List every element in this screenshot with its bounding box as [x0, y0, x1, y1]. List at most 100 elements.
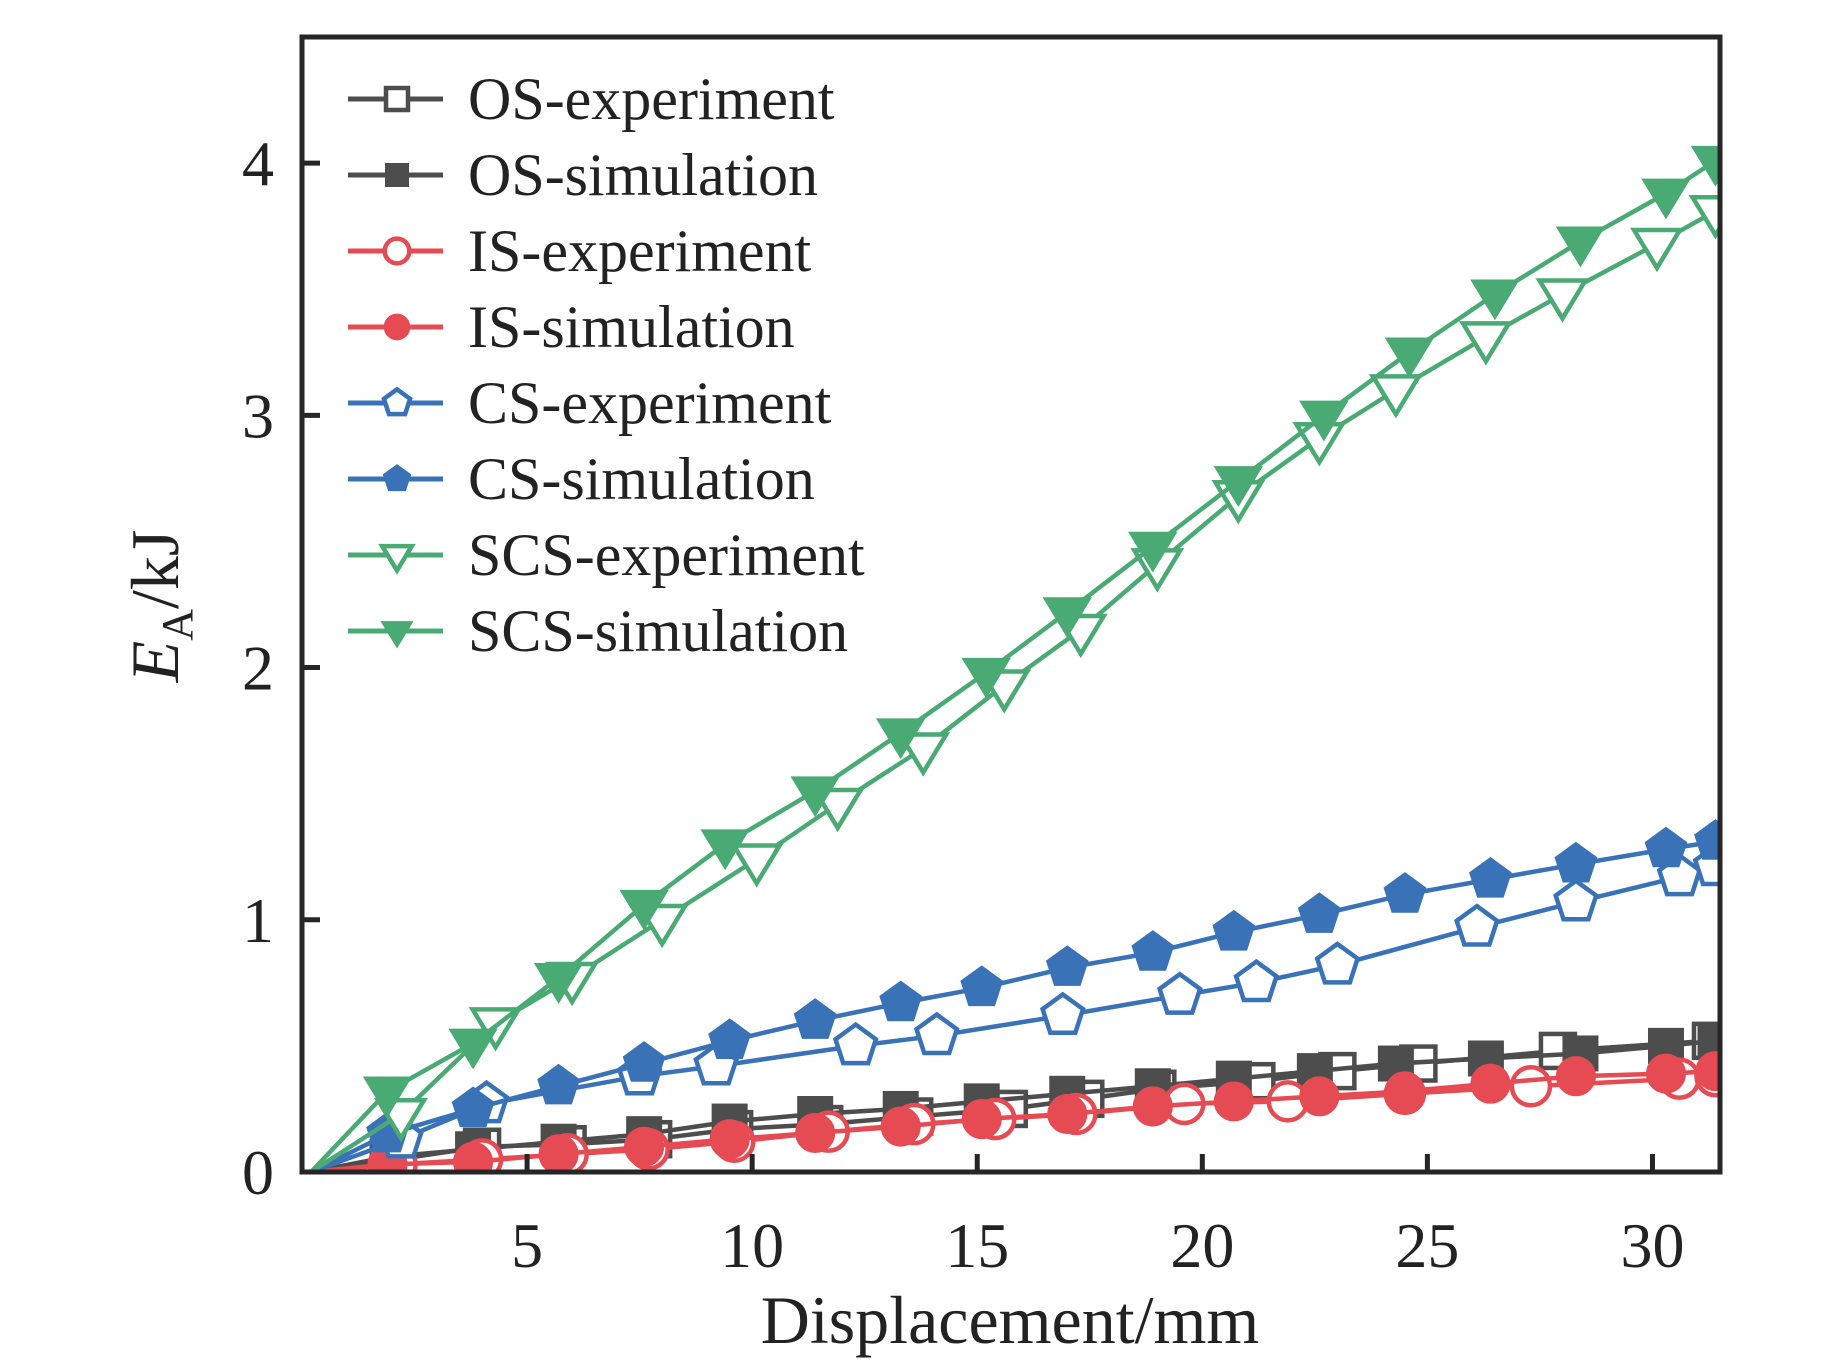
legend-label: OS-simulation [468, 142, 818, 208]
data-point-cs-simulation [1554, 841, 1598, 883]
legend-item-cs-simulation: CS-simulation [348, 446, 815, 512]
legend-marker-triangle-down-icon [380, 621, 414, 649]
data-point-cs-simulation [1045, 945, 1089, 986]
y-axis-label-unit: /kJ [117, 530, 193, 609]
data-point-scs-experiment [1688, 195, 1720, 240]
data-point-scs-simulation [1384, 337, 1435, 379]
data-point-cs-experiment [1039, 991, 1086, 1036]
data-point-scs-simulation [533, 963, 584, 1004]
y-tick-label: 1 [242, 885, 274, 956]
x-axis-label: Displacement/mm [761, 1282, 1260, 1358]
data-point-is-simulation [1470, 1063, 1511, 1104]
y-axis: 0 1 2 3 4 [242, 128, 320, 1208]
data-point-scs-experiment [1630, 227, 1684, 273]
data-point-is-simulation [1299, 1076, 1340, 1117]
data-point-cs-simulation [1212, 909, 1256, 951]
legend-item-scs-simulation: SCS-simulation [348, 598, 848, 664]
data-point-cs-simulation [537, 1063, 580, 1105]
legend-marker-circle-icon [382, 236, 412, 266]
data-point-is-simulation [1555, 1056, 1596, 1097]
series-cs-experiment [308, 842, 1720, 1172]
data-point-scs-experiment [810, 787, 865, 833]
data-point-scs-simulation [1042, 597, 1092, 639]
data-point-cs-simulation [1694, 819, 1720, 860]
y-tick-label: 0 [242, 1137, 274, 1208]
legend: OS-experiment OS-simulation IS-experiment I… [348, 66, 865, 664]
data-point-is-simulation [538, 1134, 579, 1172]
data-point-is-simulation [880, 1106, 921, 1147]
data-point-is-experiment [1509, 1064, 1553, 1108]
legend-marker-circle-icon [383, 313, 411, 341]
series-is-simulation [308, 1051, 1720, 1172]
data-point-scs-simulation [875, 718, 926, 760]
x-tick-label: 5 [511, 1210, 543, 1281]
series-scs-simulation [308, 145, 1720, 1172]
data-point-cs-simulation [1469, 856, 1512, 898]
data-point-cs-experiment [832, 1021, 879, 1066]
x-tick-label: 25 [1395, 1210, 1459, 1281]
y-tick-label: 3 [242, 380, 274, 451]
data-point-is-simulation [709, 1119, 750, 1160]
legend-label: CS-simulation [468, 446, 815, 512]
legend-item-is-simulation: IS-simulation [348, 294, 795, 360]
data-point-cs-simulation [451, 1086, 495, 1128]
data-point-scs-simulation [1213, 466, 1264, 507]
data-point-cs-simulation [1131, 930, 1175, 971]
legend-marker-triangle-down-icon [378, 543, 416, 575]
series-layer [308, 145, 1720, 1172]
legend-label: OS-experiment [468, 66, 835, 132]
legend-item-os-experiment: OS-experiment [348, 66, 835, 132]
legend-marker-square-icon [383, 85, 411, 113]
data-point-cs-simulation [1644, 826, 1688, 868]
x-tick-label: 10 [720, 1210, 784, 1281]
data-point-scs-simulation [1690, 145, 1720, 187]
legend-item-cs-experiment: CS-experiment [348, 370, 832, 436]
data-point-is-simulation [1213, 1081, 1254, 1122]
data-point-scs-simulation [448, 1028, 498, 1070]
legend-label: SCS-experiment [468, 522, 865, 588]
data-point-scs-experiment [729, 843, 784, 888]
data-point-is-simulation [1645, 1053, 1687, 1094]
data-point-scs-simulation [700, 829, 750, 871]
data-point-cs-experiment [1156, 971, 1203, 1015]
data-point-scs-experiment [1535, 278, 1590, 323]
data-point-cs-experiment [1553, 878, 1599, 922]
data-point-cs-experiment [1454, 903, 1500, 947]
legend-marker-square-icon [385, 163, 409, 187]
y-tick-label: 2 [242, 633, 274, 704]
data-point-scs-experiment [1458, 321, 1513, 366]
x-axis: 5 10 15 20 25 30 [511, 1154, 1684, 1281]
data-point-is-simulation [1384, 1071, 1425, 1112]
data-point-scs-simulation [362, 1076, 413, 1118]
data-point-scs-simulation [619, 889, 669, 931]
data-point-cs-simulation [1383, 872, 1427, 913]
legend-item-scs-experiment: SCS-experiment [348, 522, 865, 588]
data-point-scs-experiment [896, 732, 951, 777]
legend-label: SCS-simulation [468, 598, 848, 664]
data-point-cs-experiment [1233, 958, 1280, 1003]
y-axis-label-subscript: A [153, 609, 202, 641]
data-point-is-simulation [624, 1126, 665, 1167]
legend-label: IS-experiment [468, 218, 812, 284]
data-point-scs-experiment [1368, 374, 1423, 419]
legend-item-os-simulation: OS-simulation [348, 142, 818, 208]
x-tick-label: 20 [1170, 1210, 1234, 1281]
legend-marker-pentagon-icon [382, 464, 412, 492]
data-point-scs-simulation [790, 776, 840, 818]
x-tick-label: 15 [945, 1210, 1009, 1281]
data-point-is-simulation [1132, 1086, 1173, 1127]
y-tick-label: 4 [242, 128, 274, 199]
data-point-cs-simulation [879, 980, 923, 1022]
data-point-scs-simulation [1641, 178, 1691, 220]
legend-label: IS-simulation [468, 294, 795, 360]
y-axis-label: EA/kJ [117, 530, 202, 684]
legend-item-is-experiment: IS-experiment [348, 218, 812, 284]
data-point-cs-simulation [1297, 892, 1341, 933]
data-point-scs-simulation [961, 657, 1011, 699]
x-tick-label: 30 [1620, 1210, 1684, 1281]
data-point-is-simulation [961, 1098, 1002, 1140]
data-point-scs-simulation [1299, 400, 1349, 442]
data-point-cs-simulation [793, 998, 837, 1039]
data-point-is-simulation [1047, 1093, 1088, 1135]
